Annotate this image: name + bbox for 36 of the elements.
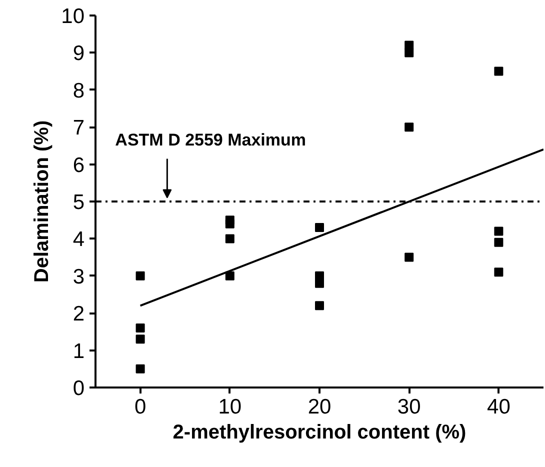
- x-tick-label: 40: [487, 396, 510, 418]
- x-tick-label: 20: [308, 396, 332, 418]
- y-tick-label: 4: [72, 228, 85, 252]
- point: [494, 66, 504, 76]
- point: [225, 219, 234, 228]
- point: [494, 238, 504, 247]
- point: [315, 301, 324, 310]
- x-tick-label: 0: [134, 396, 146, 418]
- y-tick-label: 1: [72, 340, 85, 363]
- point: [494, 226, 504, 236]
- y-tick-label: 9: [72, 42, 85, 66]
- point: [315, 223, 324, 232]
- point: [225, 271, 234, 280]
- point: [136, 364, 145, 374]
- y-tick-label: 7: [72, 116, 85, 140]
- point: [315, 278, 324, 288]
- y-tick-label: 5: [72, 191, 85, 214]
- x-tick-label: 30: [397, 396, 421, 418]
- x-axis-title: 2-methylresorcinol content (%): [172, 422, 466, 444]
- y-tick-label: 8: [72, 79, 85, 102]
- point: [404, 122, 414, 132]
- y-tick-label: 6: [72, 154, 85, 177]
- annotation: ASTM D 2559 Maximum: [115, 130, 306, 150]
- y-tick-label: 3: [72, 265, 85, 288]
- x-tick-label: 10: [218, 396, 242, 418]
- point: [225, 234, 234, 244]
- y-axis-title: Delamination (%): [31, 120, 54, 283]
- y-tick-label: 2: [72, 302, 85, 326]
- y-tick-label: 10: [61, 5, 84, 28]
- point: [404, 48, 414, 58]
- point: [494, 268, 504, 277]
- point: [136, 271, 145, 280]
- y-tick-label: 0: [72, 377, 85, 400]
- point: [136, 334, 145, 344]
- point: [404, 252, 414, 262]
- point: [136, 323, 145, 332]
